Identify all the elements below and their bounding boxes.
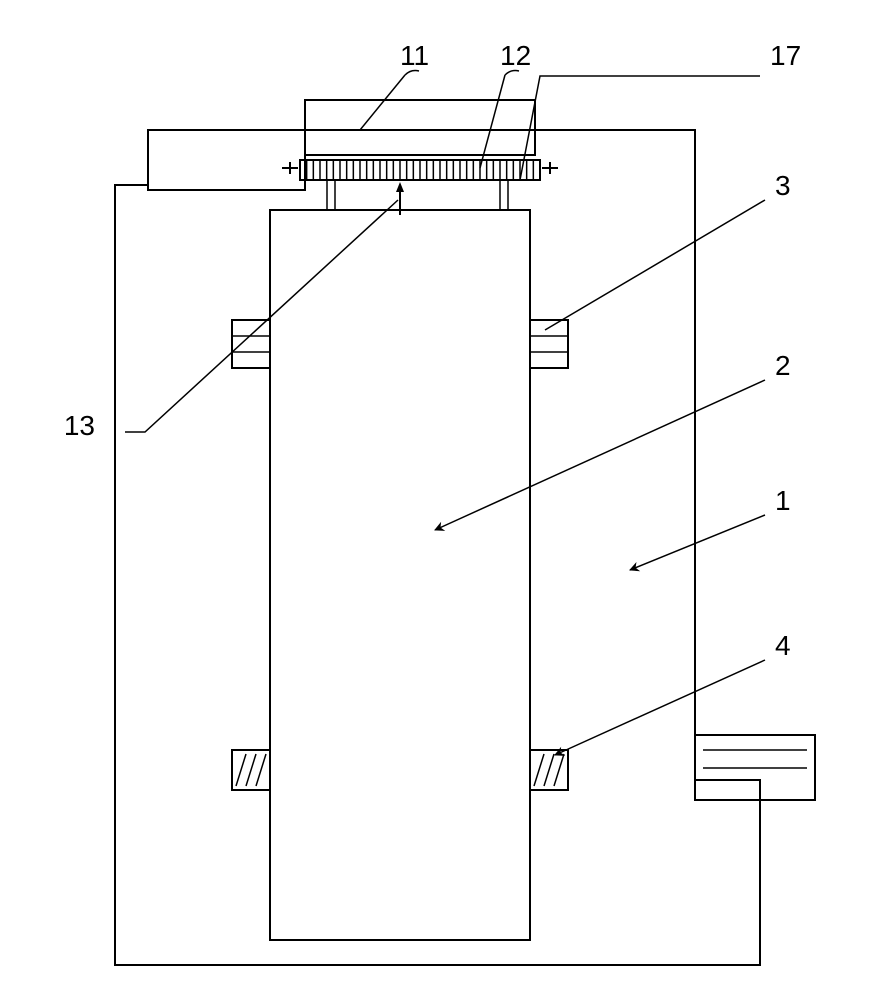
label-2: 2 bbox=[775, 350, 791, 381]
comb-leg-left bbox=[327, 180, 335, 210]
label-12: 12 bbox=[500, 40, 531, 71]
top-left-step bbox=[148, 130, 305, 190]
label-17: 17 bbox=[770, 40, 801, 71]
drawing-canvas: 11 12 17 3 2 1 4 13 bbox=[0, 0, 879, 1000]
leader-4 bbox=[555, 660, 765, 755]
label-3: 3 bbox=[775, 170, 791, 201]
guide-upper-left bbox=[232, 320, 270, 368]
leader-2 bbox=[435, 380, 765, 530]
label-1: 1 bbox=[775, 485, 791, 516]
leader-1 bbox=[630, 515, 765, 570]
label-4: 4 bbox=[775, 630, 791, 661]
leader-13 bbox=[125, 200, 398, 432]
top-block bbox=[305, 100, 535, 155]
label-11: 11 bbox=[400, 40, 429, 71]
label-13: 13 bbox=[64, 410, 95, 441]
outer-frame bbox=[115, 130, 760, 965]
leader-11 bbox=[360, 75, 405, 130]
leader-3 bbox=[545, 200, 765, 330]
inner-column bbox=[270, 210, 530, 940]
leader-17 bbox=[520, 76, 760, 180]
comb-leg-right bbox=[500, 180, 508, 210]
